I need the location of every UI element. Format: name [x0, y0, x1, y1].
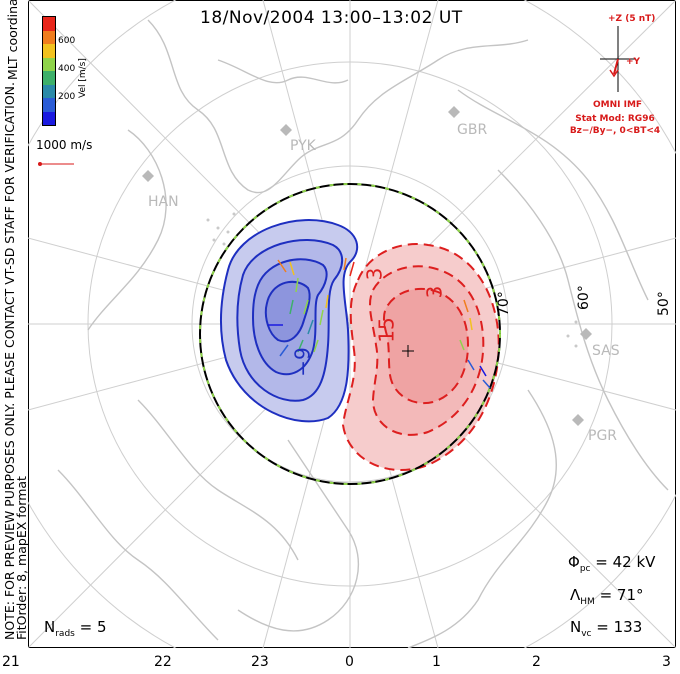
- phi-symbol: Φ: [568, 553, 580, 571]
- hm-boundary-dash: [199, 183, 501, 485]
- lambda-sub: HM: [580, 597, 595, 607]
- colorbar-segment: [43, 44, 55, 58]
- imf-y-label: +Y: [626, 57, 641, 67]
- nrads-sub: rads: [55, 629, 75, 639]
- colorbar-segment: [43, 30, 55, 44]
- colorbar-segment: [43, 84, 55, 98]
- colorbar: [42, 16, 56, 126]
- station-pgr: PGR: [588, 428, 618, 444]
- map-title: 18/Nov/2004 13:00–13:02 UT: [200, 8, 463, 28]
- imf-vector: [613, 58, 619, 75]
- coordinates-label: MLT coordinates: [5, 0, 20, 80]
- stat-phi-pc: Φpc = 42 kV: [568, 553, 655, 574]
- nvc-sub: vc: [581, 629, 592, 639]
- colorbar-segment: [43, 98, 55, 112]
- stat-model-line2: Bz−/By−, 0<BT<4: [569, 126, 661, 136]
- colorbar-label: Vel [m/s]: [78, 58, 88, 98]
- contour-label-neg9: −9: [290, 347, 315, 377]
- lambda-symbol: Λ: [570, 586, 581, 604]
- mlt-tick-3: 3: [662, 654, 671, 670]
- latitude-label-50: 50°: [656, 291, 672, 316]
- scale-label: 1000 m/s: [36, 138, 93, 152]
- stat-model-line1: Stat Mod: RG96: [575, 114, 655, 124]
- mlt-tick-0: 0: [345, 654, 354, 670]
- stat-nvc: Nvc = 133: [570, 618, 642, 639]
- mlt-tick-2: 2: [532, 654, 541, 670]
- coastlines: [57, 19, 669, 648]
- mlt-tick-22: 22: [154, 654, 172, 670]
- lambda-value: = 71°: [599, 586, 644, 604]
- grid-dots: [206, 212, 578, 348]
- latitude-label-60: 60°: [576, 285, 592, 310]
- negative-cell: [219, 219, 359, 423]
- nrads-value: = 5: [79, 618, 107, 636]
- colorbar-segment: [43, 111, 55, 125]
- mlt-tick-23: 23: [251, 654, 269, 670]
- velocity-vectors: [268, 257, 491, 389]
- phi-sub: pc: [579, 564, 591, 574]
- colorbar-segment: [43, 57, 55, 71]
- stat-lambda-hm: ΛHM = 71°: [570, 586, 644, 607]
- mlt-tick-1: 1: [432, 654, 441, 670]
- station-gbr: GBR: [457, 122, 488, 138]
- mlt-tick-21: 21: [2, 654, 20, 670]
- positive-cell: [341, 243, 500, 471]
- pole-marker: [402, 345, 414, 357]
- imf-z-label: +Z (5 nT): [608, 14, 656, 24]
- colorbar-tick-200: 200: [58, 92, 76, 102]
- imf-arrowhead: [609, 69, 619, 78]
- stat-model: Stat Mod: RG96 Bz−/By−, 0<BT<4: [560, 113, 670, 137]
- colorbar-tick-600: 600: [58, 36, 76, 46]
- fit-order-note: FitOrder: 8, mapEX format: [14, 476, 29, 640]
- colorbar-segment: [43, 71, 55, 85]
- station-pyk: PYK: [290, 138, 316, 154]
- nvc-value: = 133: [596, 618, 643, 636]
- colorbar-segment: [43, 17, 55, 31]
- station-han: HAN: [148, 194, 179, 210]
- contour-label-3b: 3: [422, 285, 447, 299]
- stat-nrads: Nrads = 5: [44, 618, 107, 639]
- phi-value: = 42 kV: [595, 553, 656, 571]
- contour-label-3a: 3: [362, 267, 387, 281]
- station-sas: SAS: [592, 343, 620, 359]
- nrads-symbol: N: [44, 618, 56, 636]
- nvc-symbol: N: [570, 618, 582, 636]
- imf-source: OMNI IMF: [593, 100, 643, 110]
- colorbar-tick-400: 400: [58, 64, 76, 74]
- scale-vector-dot: [38, 162, 42, 166]
- station-markers: [142, 106, 592, 426]
- contour-label-15: 15: [374, 317, 399, 343]
- convection-map: [28, 0, 676, 648]
- latitude-label-70: 70°: [496, 291, 512, 316]
